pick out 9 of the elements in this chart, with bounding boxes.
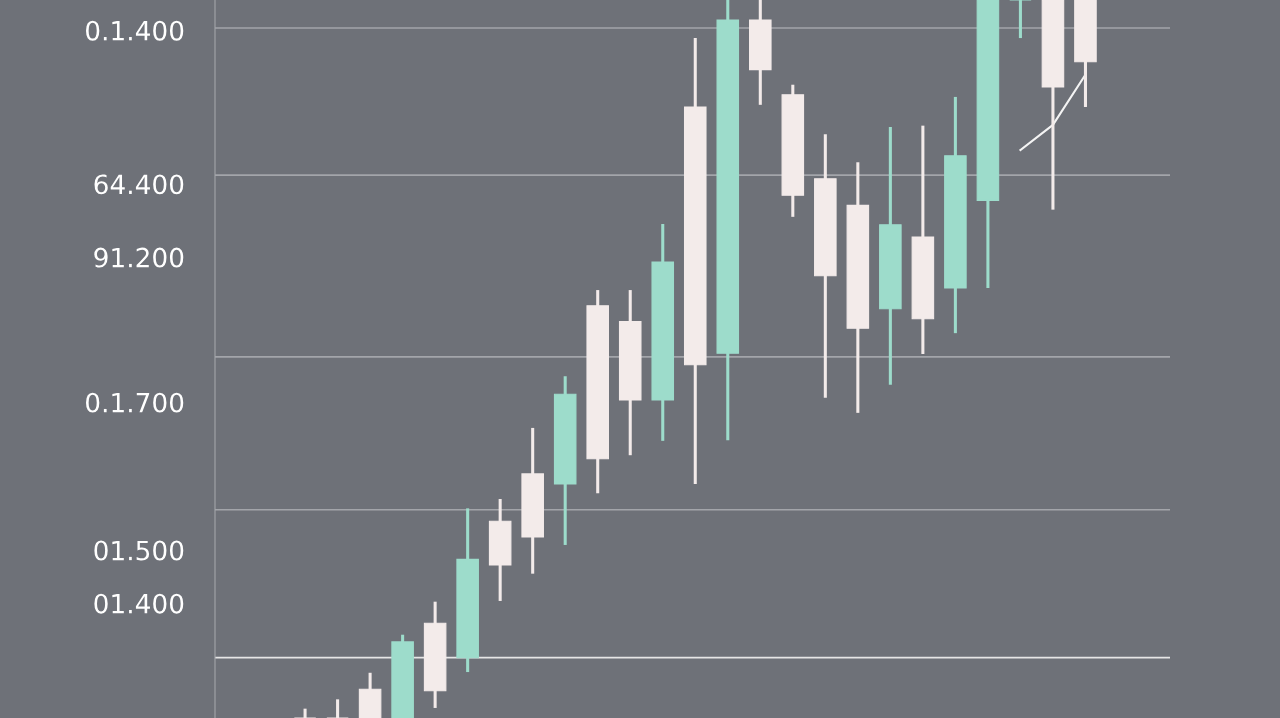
text: 01.400 xyxy=(94,593,184,614)
candlestick xyxy=(326,699,349,718)
candlestick xyxy=(293,708,317,718)
candlestick xyxy=(1009,0,1032,40)
text: 91.200 xyxy=(94,247,184,268)
text: 01.500 xyxy=(94,540,184,561)
text: 0.1.700 xyxy=(86,392,184,413)
text: 0.1.400 xyxy=(86,20,184,41)
text: 64.400 xyxy=(94,174,184,195)
